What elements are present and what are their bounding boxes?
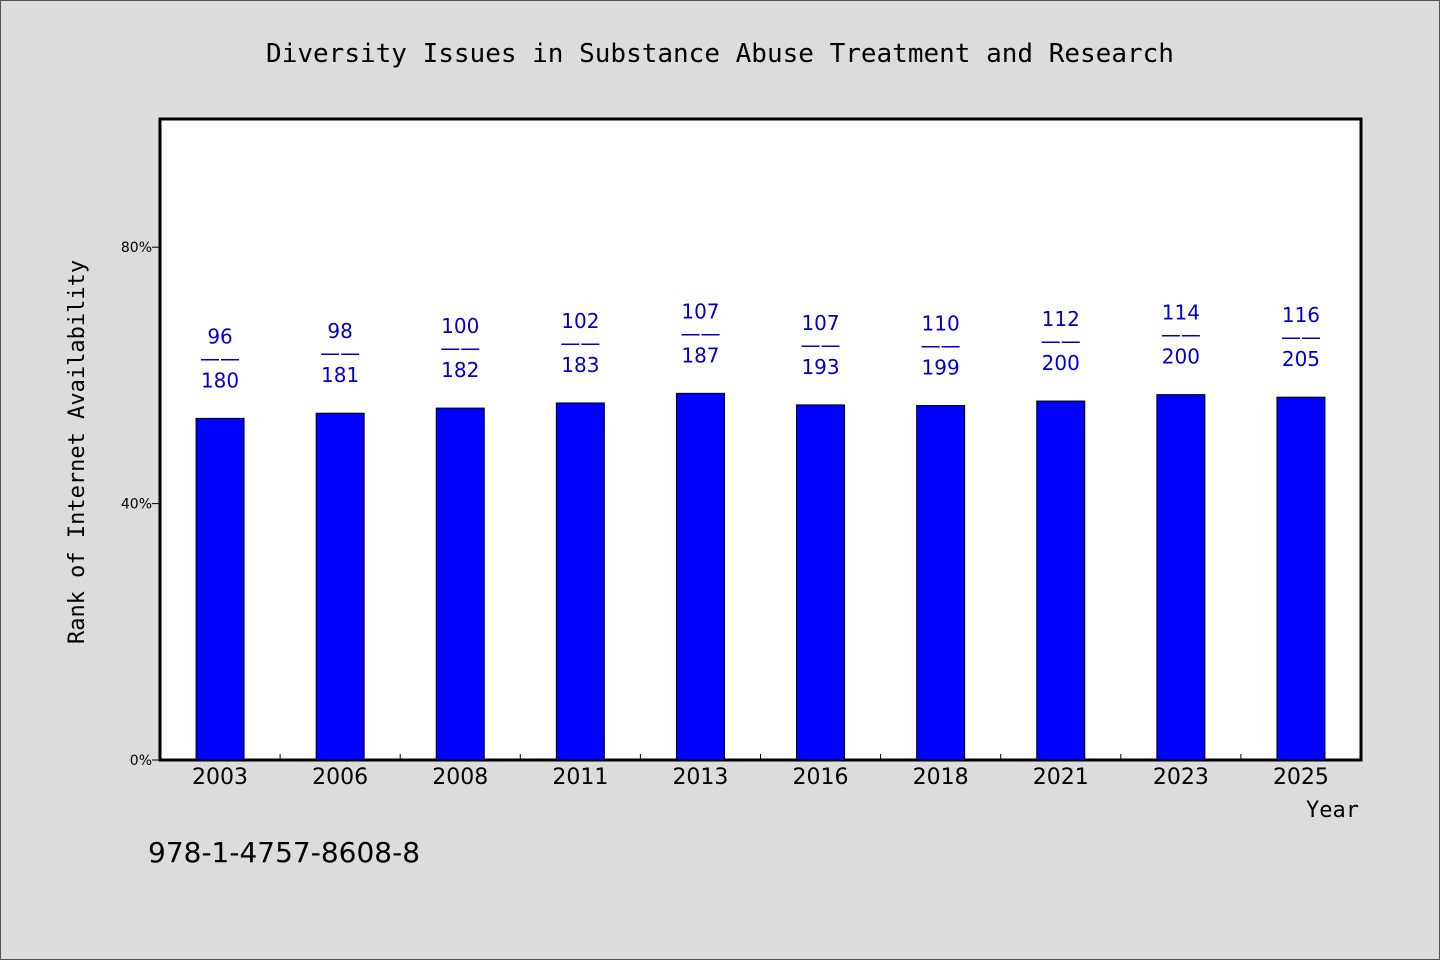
data-label: 180 (201, 368, 239, 392)
data-label: 100 (441, 314, 479, 338)
data-label: 200 (1042, 351, 1080, 375)
data-label: —— (921, 334, 961, 358)
bar (1276, 396, 1326, 761)
data-label: —— (440, 336, 480, 360)
bar (675, 392, 725, 761)
data-label: 98 (327, 319, 352, 343)
data-label: 187 (681, 343, 719, 367)
data-label: —— (1041, 329, 1081, 353)
isbn-text: 978-1-4757-8608-8 (148, 836, 420, 869)
y-tick-label: 80% (121, 240, 152, 256)
data-label: —— (320, 341, 360, 365)
bar-series (195, 392, 1326, 761)
data-label: 112 (1042, 307, 1080, 331)
data-label: 181 (321, 363, 359, 387)
x-tick-label: 2006 (312, 765, 368, 790)
x-tick-label: 2023 (1153, 765, 1209, 790)
bar (435, 407, 485, 761)
x-tick-label: 2008 (432, 765, 488, 790)
data-label: 114 (1162, 301, 1200, 325)
bar (195, 417, 245, 761)
bar (315, 412, 365, 761)
data-label: —— (1161, 323, 1201, 347)
x-tick-label: 2003 (192, 765, 248, 790)
data-label: 102 (561, 309, 599, 333)
bar (1156, 394, 1206, 761)
data-labels: 96——18098——181100——182102——183107——18710… (200, 299, 1321, 392)
x-tick-label: 2013 (672, 765, 728, 790)
bar (796, 404, 846, 761)
x-axis-label: Year (1306, 798, 1359, 823)
data-label: 110 (922, 312, 960, 336)
data-label: —— (1281, 325, 1321, 349)
data-label: 193 (801, 355, 839, 379)
x-tick-label: 2021 (1033, 765, 1089, 790)
bar (916, 405, 966, 761)
x-tick-label: 2011 (552, 765, 608, 790)
data-label: 182 (441, 358, 479, 382)
chart-title: Diversity Issues in Substance Abuse Trea… (266, 39, 1174, 69)
data-label: —— (560, 331, 600, 355)
y-axis-label: Rank of Internet Availability (65, 260, 90, 644)
data-label: 199 (922, 356, 960, 380)
data-label: 107 (681, 299, 719, 323)
y-tick-label: 40% (121, 497, 152, 513)
data-label: —— (680, 321, 720, 345)
bar (1036, 400, 1086, 761)
y-tick-label: 0% (130, 753, 152, 769)
y-axis: 0% 40% 80% (121, 240, 160, 769)
data-label: —— (801, 333, 841, 357)
x-tick-label: 2025 (1273, 765, 1329, 790)
data-label: 205 (1282, 347, 1320, 371)
x-axis: 2003 2006 2008 2011 2013 2016 2018 2021 2023 2025 (192, 754, 1329, 790)
x-tick-label: 2018 (913, 765, 969, 790)
data-label: —— (200, 346, 240, 370)
data-label: 183 (561, 353, 599, 377)
bar (555, 402, 605, 761)
data-label: 107 (801, 311, 839, 335)
x-tick-label: 2016 (793, 765, 849, 790)
data-label: 96 (207, 324, 232, 348)
data-label: 200 (1162, 345, 1200, 369)
data-label: 116 (1282, 303, 1320, 327)
